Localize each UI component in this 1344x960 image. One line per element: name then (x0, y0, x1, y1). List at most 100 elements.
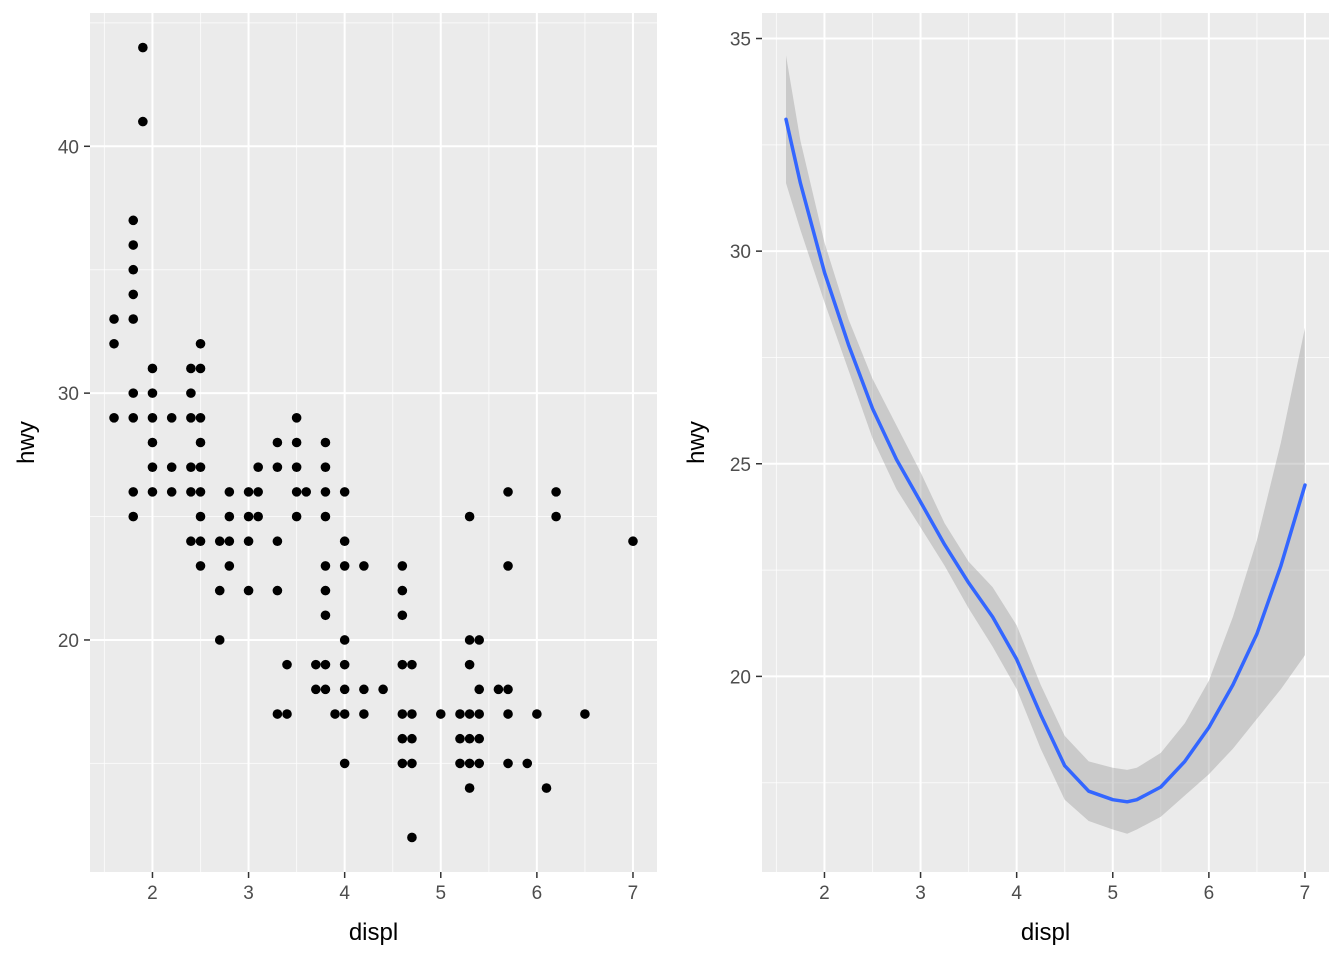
data-point (128, 264, 139, 275)
x-tick-label: 5 (1107, 883, 1118, 904)
data-point (551, 487, 561, 497)
y-axis-title: hwy (13, 421, 40, 464)
data-point (397, 610, 408, 621)
data-point (138, 116, 148, 127)
data-point (128, 413, 139, 423)
x-tick-label: 4 (339, 883, 350, 904)
data-point (243, 536, 254, 547)
y-tick-label: 40 (58, 137, 79, 158)
data-point (464, 709, 475, 719)
y-axis-title: hwy (683, 421, 710, 464)
data-point (474, 709, 485, 719)
data-point (272, 536, 283, 547)
x-tick-label: 4 (1011, 883, 1022, 904)
data-point (186, 413, 196, 423)
data-point (474, 684, 485, 695)
data-point (320, 511, 331, 522)
data-point (359, 561, 369, 571)
smooth-line (784, 117, 1307, 804)
data-point (109, 413, 119, 423)
data-point (147, 388, 158, 398)
y-tick-label: 30 (58, 384, 79, 405)
data-point (397, 561, 408, 571)
data-point (339, 684, 350, 695)
data-point (186, 363, 196, 374)
data-point (147, 437, 158, 448)
data-point (224, 487, 235, 497)
data-point (474, 758, 485, 769)
data-point (541, 783, 552, 793)
data-point (359, 684, 369, 695)
data-point (397, 733, 408, 744)
data-point (243, 585, 254, 596)
y-tick-label: 25 (730, 455, 751, 476)
data-point (435, 709, 446, 719)
data-point (464, 511, 475, 522)
x-axis-title: displ (349, 919, 398, 946)
y-tick-label: 30 (730, 242, 751, 263)
x-tick-label: 6 (1204, 883, 1215, 904)
y-tick-label: 20 (58, 631, 79, 652)
data-point (320, 684, 331, 695)
data-point (464, 783, 475, 793)
data-point (311, 659, 321, 670)
data-point (397, 709, 408, 719)
data-point (407, 659, 417, 670)
data-point (320, 462, 331, 472)
data-point (503, 487, 513, 497)
data-point (503, 758, 513, 769)
data-point (224, 561, 235, 571)
data-point (128, 388, 139, 398)
data-point (378, 684, 388, 695)
data-point (464, 659, 475, 670)
data-point (166, 413, 177, 423)
x-tick-label: 7 (1300, 883, 1311, 904)
data-point (186, 388, 196, 398)
data-point (320, 487, 331, 497)
data-point (195, 437, 206, 448)
x-tick-label: 3 (915, 883, 926, 904)
data-point (147, 462, 158, 472)
data-point (532, 709, 542, 719)
data-point (339, 635, 350, 645)
data-point (195, 536, 206, 547)
data-point (186, 487, 196, 497)
data-point (397, 758, 408, 769)
x-axis-title: displ (1021, 919, 1070, 946)
data-point (128, 289, 139, 300)
data-point (580, 709, 590, 719)
data-point (291, 437, 302, 448)
data-point (474, 635, 485, 645)
data-point (224, 536, 235, 547)
panel-background (90, 13, 657, 872)
data-point (291, 487, 302, 497)
data-point (282, 709, 292, 719)
data-point (214, 635, 225, 645)
data-point (291, 462, 302, 472)
data-point (291, 511, 302, 522)
data-point (195, 363, 206, 374)
data-point (455, 758, 465, 769)
data-point (147, 363, 158, 374)
data-point (320, 561, 331, 571)
data-point (166, 487, 177, 497)
data-point (128, 314, 139, 324)
data-point (109, 314, 119, 324)
data-point (291, 413, 302, 423)
panel-2: 2 3 4 5 6 7 20 25 30 35 displ hwy (683, 13, 1329, 946)
data-point (195, 487, 206, 497)
panel-1: 2 3 4 5 6 7 20 30 40 displ hwy (13, 13, 657, 946)
data-point (243, 487, 254, 497)
data-point (128, 240, 139, 250)
data-point (407, 832, 417, 843)
data-point (407, 733, 417, 744)
data-point (503, 561, 513, 571)
data-point (551, 511, 561, 522)
data-point (320, 585, 331, 596)
x-tick-label: 6 (532, 883, 543, 904)
data-point (397, 659, 408, 670)
data-point (503, 709, 513, 719)
x-tick-label: 2 (819, 883, 830, 904)
data-point (628, 536, 638, 547)
